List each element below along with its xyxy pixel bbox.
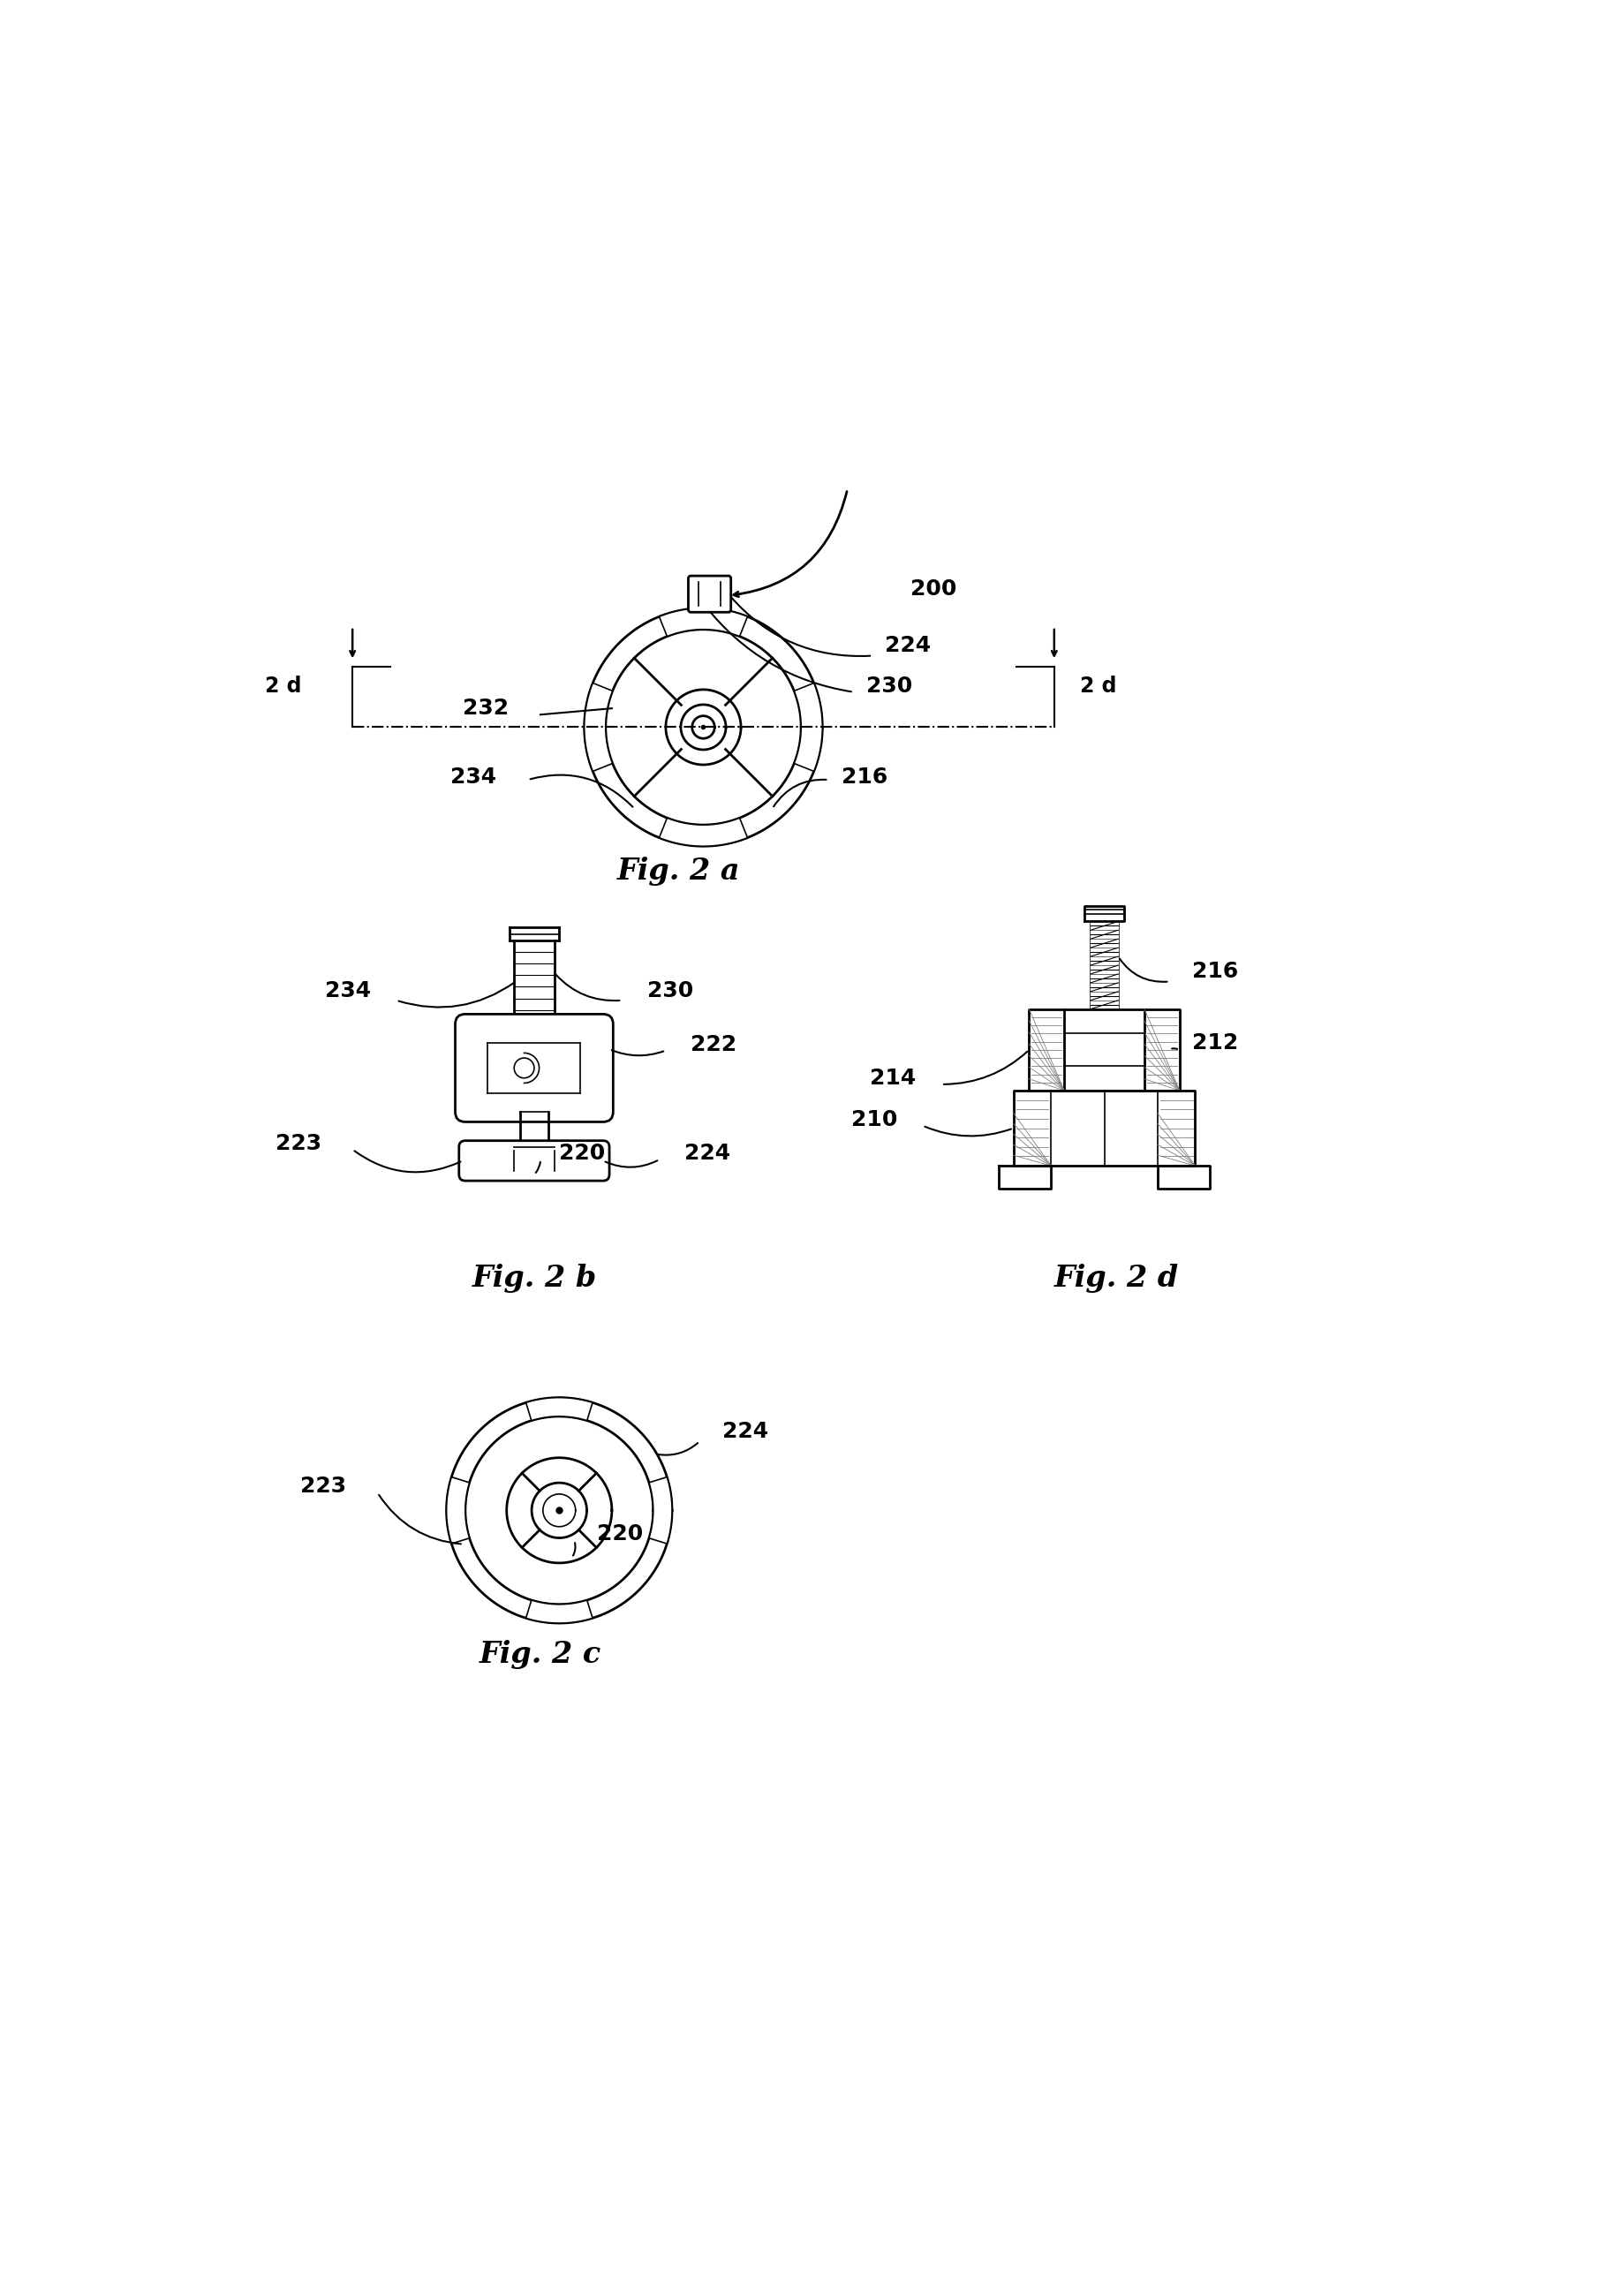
Text: Fig. 2 b: Fig. 2 b <box>472 1265 596 1293</box>
Polygon shape <box>1089 974 1118 983</box>
Polygon shape <box>1089 921 1118 930</box>
Polygon shape <box>1089 964 1118 974</box>
Polygon shape <box>659 817 747 847</box>
Text: 210: 210 <box>852 1109 897 1130</box>
Text: 220: 220 <box>559 1143 604 1164</box>
Polygon shape <box>583 682 612 771</box>
Polygon shape <box>1089 957 1118 964</box>
Text: 2 d: 2 d <box>265 675 302 696</box>
Text: 234: 234 <box>451 767 496 788</box>
Text: Fig. 2 d: Fig. 2 d <box>1054 1265 1178 1293</box>
Polygon shape <box>659 608 747 636</box>
Text: 223: 223 <box>275 1132 322 1155</box>
Text: 214: 214 <box>869 1068 916 1088</box>
Text: 232: 232 <box>462 698 509 719</box>
Polygon shape <box>1084 907 1123 921</box>
Polygon shape <box>1089 948 1118 957</box>
FancyBboxPatch shape <box>456 1015 612 1123</box>
Polygon shape <box>1089 1001 1118 1010</box>
Text: 216: 216 <box>1191 962 1238 983</box>
Polygon shape <box>1013 1091 1194 1166</box>
Text: 212: 212 <box>1191 1033 1238 1054</box>
Polygon shape <box>999 1166 1050 1189</box>
Polygon shape <box>1089 983 1118 992</box>
Text: 230: 230 <box>866 675 911 696</box>
Text: 220: 220 <box>596 1525 643 1545</box>
Text: 2 d: 2 d <box>1079 675 1115 696</box>
Polygon shape <box>1157 1166 1209 1189</box>
Text: 223: 223 <box>301 1476 346 1497</box>
Polygon shape <box>1089 939 1118 948</box>
Text: 224: 224 <box>722 1421 768 1442</box>
Text: 216: 216 <box>840 767 887 788</box>
Polygon shape <box>525 1600 591 1623</box>
Text: 200: 200 <box>910 579 955 599</box>
Text: 230: 230 <box>646 980 693 1001</box>
Text: Fig. 2 c: Fig. 2 c <box>478 1639 601 1669</box>
Polygon shape <box>1089 930 1118 939</box>
Polygon shape <box>446 1398 672 1623</box>
Text: 222: 222 <box>690 1033 737 1054</box>
Polygon shape <box>525 1398 591 1421</box>
Polygon shape <box>446 1476 469 1543</box>
Polygon shape <box>1089 992 1118 1001</box>
Text: Fig. 2 a: Fig. 2 a <box>616 856 740 886</box>
Polygon shape <box>793 682 823 771</box>
Polygon shape <box>583 608 823 847</box>
Text: 224: 224 <box>684 1143 730 1164</box>
Polygon shape <box>648 1476 672 1543</box>
FancyBboxPatch shape <box>688 576 730 613</box>
Polygon shape <box>1028 1010 1180 1091</box>
Text: 234: 234 <box>325 980 372 1001</box>
Text: 224: 224 <box>884 636 931 657</box>
FancyBboxPatch shape <box>459 1141 609 1180</box>
